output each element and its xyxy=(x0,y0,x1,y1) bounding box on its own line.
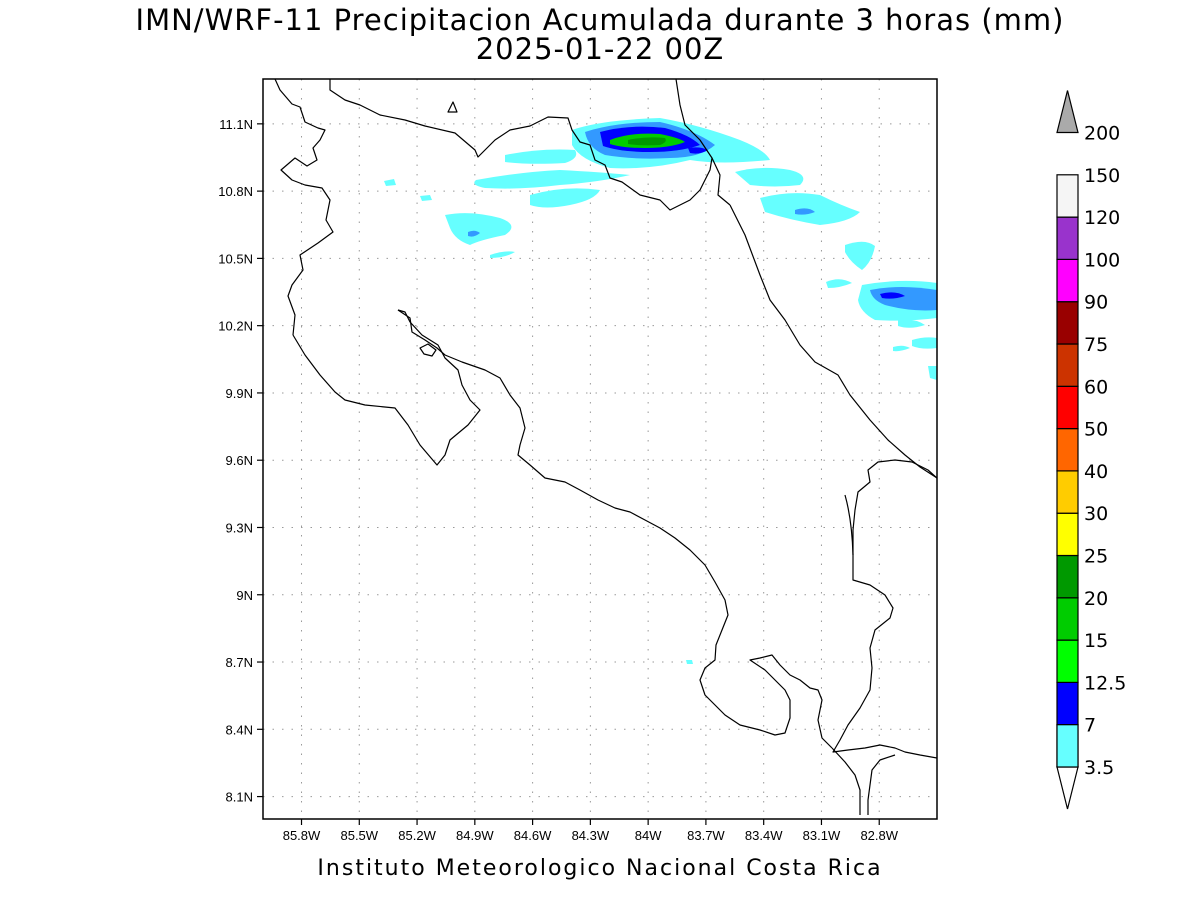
lat-tick-label: 8.1N xyxy=(226,790,253,805)
legend-label: 20 xyxy=(1084,588,1108,610)
legend-swatch xyxy=(1056,216,1079,261)
lon-tick-label: 84.9W xyxy=(456,828,494,843)
precipitation-field xyxy=(384,118,937,664)
costa-rica-caribbean-coast xyxy=(729,204,937,479)
panama-caribbean-coast xyxy=(832,459,937,759)
map-title: IMN/WRF-11 Precipitacion Acumulada duran… xyxy=(135,3,1065,37)
legend-swatch xyxy=(1056,174,1079,218)
legend-swatch xyxy=(1056,512,1079,557)
burica-point xyxy=(867,754,896,815)
gridlines xyxy=(263,79,937,819)
costa-rica-panama-border xyxy=(844,494,854,556)
latitude-axis: 11.1N 10.8N 10.5N 10.2N 9.9N 9.6N 9.3N 9N 8.7N 8.… xyxy=(218,117,263,805)
legend-swatch xyxy=(1056,597,1079,641)
legend-label: 15 xyxy=(1084,630,1108,652)
lon-tick-label: 83.1W xyxy=(803,828,841,843)
map-valid-time: 2025-01-22 00Z xyxy=(475,32,725,66)
legend-swatch xyxy=(1056,554,1079,599)
nicaragua-costa-rica-border xyxy=(329,79,713,211)
lon-tick-label: 84W xyxy=(635,828,662,843)
legend-top-arrow xyxy=(1056,90,1079,134)
legend-swatch xyxy=(1056,343,1079,387)
legend-label: 12.5 xyxy=(1084,672,1126,694)
lat-tick-label: 11.1N xyxy=(219,117,253,132)
nicaragua-pacific-coast xyxy=(274,79,334,336)
lat-tick-label: 10.2N xyxy=(218,319,253,334)
lon-tick-label: 84.3W xyxy=(572,828,610,843)
lat-tick-label: 8.4N xyxy=(226,722,253,737)
lake-islet xyxy=(447,101,458,113)
lat-tick-label: 10.5N xyxy=(218,251,253,266)
legend-label: 30 xyxy=(1084,503,1108,525)
legend-swatch xyxy=(1056,724,1079,768)
lon-tick-label: 85.5W xyxy=(340,828,378,843)
lat-tick-label: 9.9N xyxy=(226,386,253,401)
lat-tick-label: 9.6N xyxy=(226,453,253,468)
legend-label: 150 xyxy=(1084,165,1120,187)
legend-swatch xyxy=(1056,385,1079,430)
legend-swatch xyxy=(1056,639,1079,683)
osa-peninsula-border xyxy=(831,747,861,815)
longitude-axis: 85.8W 85.5W 85.2W 84.9W 84.6W 84.3W 84W 83.7W 83… xyxy=(283,819,899,843)
lat-tick-label: 9.3N xyxy=(226,520,253,535)
legend-swatch xyxy=(1056,301,1079,345)
lon-tick-label: 83.4W xyxy=(745,828,783,843)
legend-swatch xyxy=(1056,258,1079,303)
lon-tick-label: 83.7W xyxy=(687,828,725,843)
legend-label: 3.5 xyxy=(1084,757,1114,779)
legend-label: 90 xyxy=(1084,292,1108,314)
legend-swatch xyxy=(1056,681,1079,726)
lat-tick-label: 9N xyxy=(236,588,253,603)
legend-label: 60 xyxy=(1084,376,1108,398)
precip-peak-areas xyxy=(628,137,666,146)
color-legend: 3.5 7 12.5 15 20 25 30 40 50 60 75 90 100 120 150 200 xyxy=(1056,90,1126,810)
legend-label: 50 xyxy=(1084,419,1108,441)
legend-label: 200 xyxy=(1084,123,1120,145)
legend-label: 25 xyxy=(1084,546,1108,568)
legend-bottom-arrow xyxy=(1056,766,1079,810)
legend-label: 75 xyxy=(1084,334,1108,356)
legend-label: 7 xyxy=(1084,715,1096,737)
nicoya-peninsula xyxy=(292,309,481,466)
chira-island xyxy=(419,343,437,357)
legend-label: 120 xyxy=(1084,207,1120,229)
lon-tick-label: 85.2W xyxy=(398,828,436,843)
lon-tick-label: 82.8W xyxy=(860,828,898,843)
legend-swatch xyxy=(1056,470,1079,514)
gulf-of-nicoya-coast xyxy=(397,309,833,749)
lat-tick-label: 8.7N xyxy=(226,655,253,670)
legend-swatch xyxy=(1056,428,1079,472)
lat-tick-label: 10.8N xyxy=(218,184,253,199)
legend-label: 40 xyxy=(1084,461,1108,483)
lon-tick-label: 85.8W xyxy=(283,828,321,843)
map-frame xyxy=(262,78,938,820)
coastlines-borders xyxy=(274,79,937,815)
footer-credit: Instituto Meteorologico Nacional Costa R… xyxy=(317,856,883,881)
lon-tick-label: 84.6W xyxy=(514,828,552,843)
legend-label: 100 xyxy=(1084,249,1120,271)
san-juan-delta xyxy=(711,157,731,206)
